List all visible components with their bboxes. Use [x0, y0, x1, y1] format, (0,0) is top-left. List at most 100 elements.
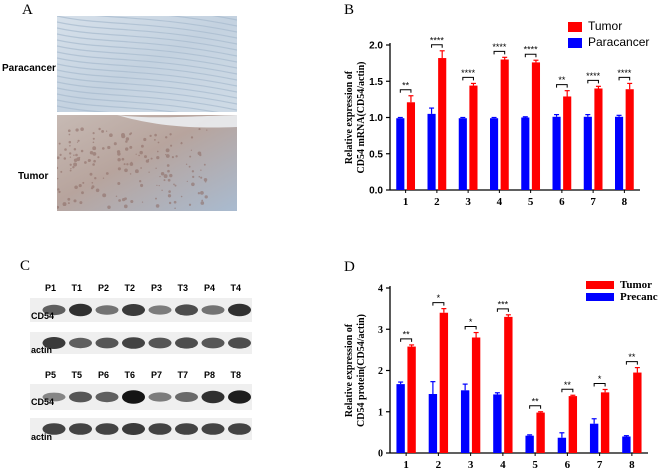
x-tick-label: 8: [622, 196, 628, 208]
significance-label: ****: [430, 35, 445, 45]
blot-band: [69, 337, 92, 349]
legend-label: Precancer: [620, 291, 658, 303]
legend-label: Tumor: [620, 279, 652, 291]
panel-b-letter: B: [344, 2, 355, 18]
bar-paracancer: [557, 437, 567, 453]
bar-tumor: [531, 62, 541, 190]
blot-band: [69, 391, 92, 403]
blot-band: [122, 390, 145, 404]
significance-label: ***: [498, 299, 509, 309]
bar-tumor: [471, 337, 481, 453]
bar-tumor: [469, 85, 478, 190]
bar-paracancer: [427, 113, 436, 191]
blot-band: [228, 337, 251, 349]
bar-paracancer: [493, 394, 502, 453]
bar-paracancer: [521, 117, 530, 190]
x-tick-label: 2: [434, 196, 440, 208]
x-tick-label: 4: [497, 196, 503, 208]
y-tick-label: 1.0: [369, 113, 383, 124]
significance-label: **: [403, 329, 411, 339]
panel-a-letter: A: [22, 2, 33, 18]
y-tick-label: 0.5: [369, 149, 383, 160]
paracancer-label: Paracancer: [2, 63, 56, 74]
significance-bracket: [399, 89, 412, 93]
y-axis-label: Relative expression ofCD54 protein(CD54/…: [344, 314, 367, 427]
y-tick-label: 0: [378, 449, 383, 460]
significance-label: *: [598, 374, 602, 384]
bar-tumor: [625, 89, 634, 190]
blot-band: [69, 423, 92, 435]
blot-band: [122, 423, 145, 435]
x-tick-label: 6: [559, 196, 565, 208]
blot-band: [175, 423, 198, 435]
significance-bracket: [556, 84, 568, 88]
significance-bracket: [464, 326, 477, 330]
y-tick-label: 2.0: [369, 41, 383, 52]
blot-band: [148, 423, 172, 435]
x-tick-label: 7: [590, 196, 596, 208]
legend-swatch: [586, 281, 614, 289]
bar-paracancer: [396, 384, 405, 453]
x-tick-label: 3: [465, 196, 471, 208]
significance-bracket: [618, 76, 631, 81]
significance-bracket: [431, 44, 443, 48]
blot-band: [175, 337, 198, 349]
bar-paracancer: [552, 116, 561, 190]
significance-bracket: [625, 361, 638, 365]
bar-tumor: [406, 102, 416, 190]
lane-label: T6: [124, 370, 136, 380]
lane-label: T3: [177, 283, 189, 293]
blot-band: [148, 392, 172, 402]
lane-label: T5: [71, 370, 83, 380]
blot-band: [95, 423, 119, 435]
lane-label: P1: [45, 283, 57, 293]
legend-swatch: [586, 293, 614, 301]
chart-d-protein: 0 1 2 3 4 Relative expression ofCD54 protein(…: [344, 279, 658, 468]
lane-label: P7: [151, 370, 163, 380]
bar-tumor: [633, 372, 642, 453]
blot-band: [201, 390, 225, 404]
bar-paracancer: [428, 394, 438, 453]
bar-tumor: [568, 396, 578, 453]
blot-row2-cd54-label: CD54: [31, 397, 55, 407]
lane-label: T7: [177, 370, 189, 380]
lane-label: P6: [98, 370, 110, 380]
y-tick-label: 4: [378, 284, 383, 295]
lane-label: T1: [71, 283, 83, 293]
significance-label: **: [628, 352, 636, 362]
significance-bracket: [496, 308, 509, 312]
legend-label: Paracancer: [588, 35, 649, 49]
blot-band: [95, 337, 119, 349]
blot-band: [175, 392, 198, 402]
blot-band: [201, 305, 225, 315]
significance-label: **: [532, 396, 540, 406]
blot-band: [69, 303, 92, 317]
x-tick-label: 5: [528, 196, 534, 208]
blot-row1-actin-label: actin: [31, 345, 53, 355]
bar-paracancer: [622, 436, 631, 453]
bar-tumor: [563, 96, 572, 190]
bar-paracancer: [458, 118, 467, 190]
blot-band: [228, 390, 251, 404]
lane-label: P4: [204, 283, 216, 293]
panel-c-letter: C: [20, 258, 31, 274]
blot-band: [148, 337, 172, 349]
significance-label: ****: [461, 68, 476, 78]
y-axis-label: Relative expression ofCD54 mRNA(CD54/act…: [344, 62, 367, 174]
bar-paracancer: [615, 116, 624, 190]
blot-band: [122, 304, 145, 316]
significance-bracket: [493, 50, 506, 55]
blot-band: [42, 304, 66, 316]
blot-band: [201, 423, 225, 435]
blot-band: [228, 423, 251, 435]
lane-label: T8: [230, 370, 242, 380]
y-tick-label: 1.5: [369, 77, 383, 88]
significance-bracket: [400, 338, 413, 342]
ihc-image-tumor: [57, 115, 237, 211]
blot-band: [42, 337, 66, 349]
bar-paracancer: [525, 435, 534, 453]
lane-label: P3: [151, 283, 163, 293]
bar-tumor: [594, 88, 603, 190]
blot-band: [42, 423, 66, 435]
